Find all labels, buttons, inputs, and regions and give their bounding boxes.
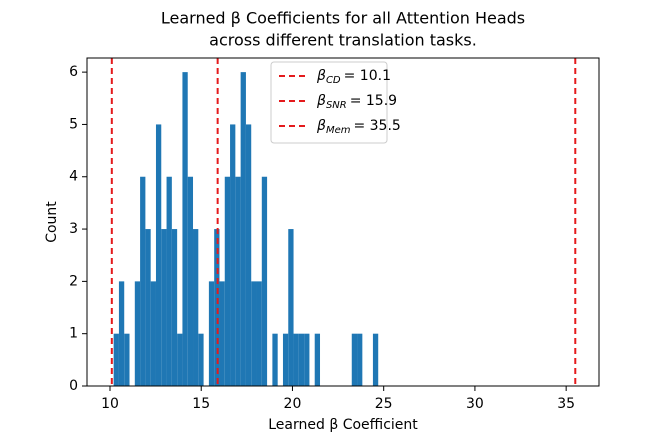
bar [155, 124, 162, 386]
legend-box [270, 61, 388, 144]
bar [261, 176, 268, 386]
bar [150, 281, 156, 386]
y-tick-label: 6 [69, 64, 78, 80]
bar [219, 281, 225, 386]
y-tick-label: 2 [69, 273, 78, 289]
legend-subscript: Mem [326, 125, 351, 136]
x-tick-label: 35 [557, 396, 575, 412]
legend-symbol: β [316, 68, 326, 84]
bar [124, 333, 130, 386]
y-tick-label: 4 [69, 169, 78, 185]
bar [145, 229, 151, 386]
bar [182, 72, 188, 387]
bar [293, 333, 299, 386]
chart-title: Learned β Coefficients for all Attention… [161, 9, 525, 28]
x-tick-label: 15 [192, 396, 210, 412]
x-tick-label: 20 [284, 396, 302, 412]
bar [314, 333, 321, 386]
legend-symbol: β [316, 93, 326, 109]
bar [118, 281, 125, 386]
bar [113, 333, 119, 386]
bar [230, 124, 236, 386]
bar [171, 229, 178, 386]
bar [166, 176, 172, 386]
bar [298, 333, 305, 386]
bar [282, 333, 289, 386]
bar [304, 333, 310, 386]
legend-text: = 35.5 [353, 118, 400, 134]
legend-subscript: SNR [326, 100, 347, 111]
bar [256, 281, 262, 386]
x-axis-label: Learned β Coefficient [268, 417, 418, 433]
bar [187, 176, 194, 386]
legend-label: βCD = 10.1 [316, 68, 391, 86]
y-axis-label: Count [44, 201, 60, 243]
legend-subscript: CD [326, 75, 341, 86]
y-tick-label: 3 [69, 221, 78, 237]
bar [208, 281, 215, 386]
bar [193, 229, 199, 386]
bar [272, 333, 278, 386]
bar [357, 333, 363, 386]
bar [177, 333, 183, 386]
bar [224, 176, 231, 386]
bar [198, 333, 204, 386]
bar [240, 72, 246, 387]
bar [134, 281, 141, 386]
x-tick-label: 25 [375, 396, 393, 412]
x-tick-label: 10 [101, 396, 119, 412]
bar [351, 333, 358, 386]
plot-frame [86, 57, 600, 387]
bar [161, 229, 167, 386]
bar [288, 229, 294, 386]
legend-text: = 10.1 [344, 68, 391, 84]
legend-label: βSNR = 15.9 [316, 93, 397, 111]
bar [245, 124, 252, 386]
legend-label: βMem = 35.5 [316, 118, 401, 136]
bar [214, 229, 220, 386]
legend-text: = 15.9 [350, 93, 397, 109]
bar [372, 333, 379, 386]
legend-symbol: β [316, 118, 326, 134]
bar [235, 176, 241, 386]
y-tick-label: 5 [69, 116, 78, 132]
chart-title: across different translation tasks. [209, 31, 477, 50]
x-tick-label: 30 [466, 396, 484, 412]
bar [251, 281, 257, 386]
y-tick-label: 1 [69, 326, 78, 342]
y-tick-label: 0 [69, 378, 78, 394]
bar [140, 176, 146, 386]
